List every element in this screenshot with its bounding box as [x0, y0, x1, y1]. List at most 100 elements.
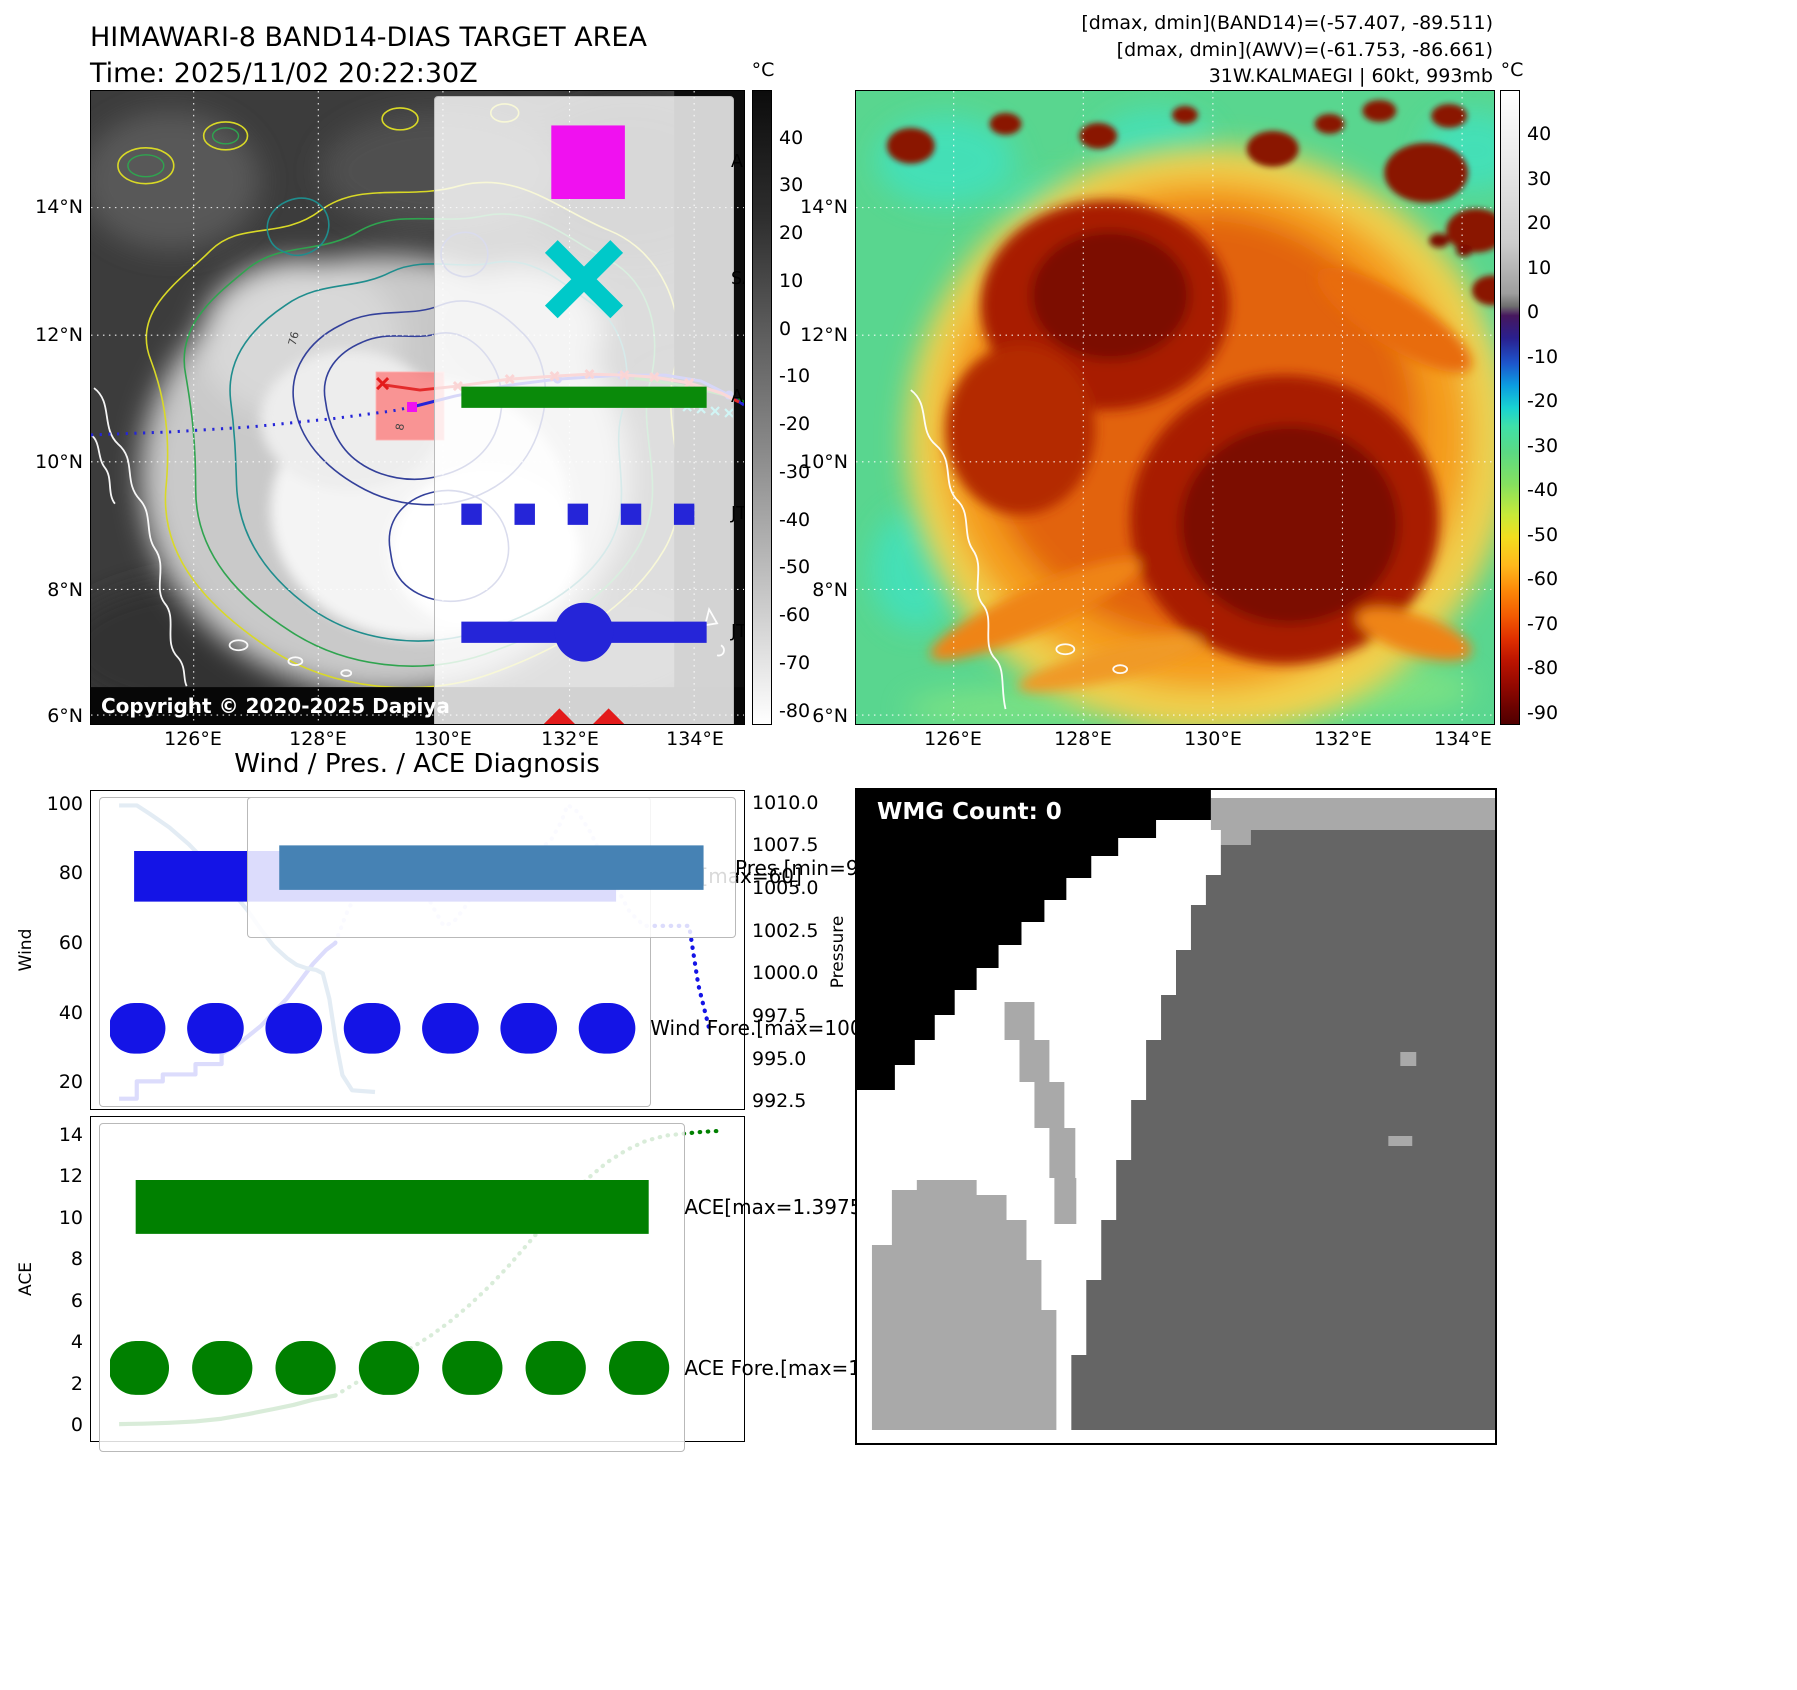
scattered-convection-blobs: [886, 99, 1494, 306]
wmg-silver-left-region: [871, 1180, 1057, 1430]
awv-colorbar-tick: -60: [1527, 568, 1559, 591]
wind-ytick: 40: [58, 1001, 83, 1024]
wmg-silver-pixel: [1400, 1052, 1417, 1066]
band14-colorbar-tick: 40: [779, 126, 804, 149]
band14-colorbar-tick: -40: [779, 508, 811, 531]
band14-ytick: 12°N: [35, 324, 83, 346]
awv-xtick: 128°E: [1054, 728, 1112, 750]
storm-id-intensity: 31W.KALMAEGI | 60kt, 993mb: [1208, 65, 1493, 88]
archer-square-icon: [551, 125, 625, 200]
awv-colorbar-tick: -20: [1527, 390, 1559, 413]
band14-colorbar: [752, 90, 772, 725]
band14-time: Time: 2025/11/02 20:22:30Z: [90, 57, 478, 89]
pressure-ytick: 992.5: [752, 1090, 807, 1113]
awv-ytick: 8°N: [812, 579, 848, 601]
band14-colorbar-tick: 20: [779, 222, 804, 245]
band14-xtick: 134°E: [666, 728, 724, 750]
awv-colorbar-tick: -10: [1527, 345, 1559, 368]
ace-ytick: 14: [58, 1123, 83, 1146]
legend-item-adt: ADT Tracks [1930Z 59.0 993.0]: [445, 340, 744, 454]
awv-colorbar-tick: -40: [1527, 479, 1559, 502]
band14-colorbar-tick: 30: [779, 174, 804, 197]
target-area-rect: [375, 371, 445, 441]
ace-ytick: 12: [58, 1165, 83, 1188]
awv-xtick: 126°E: [924, 728, 982, 750]
contour-label: 76: [286, 330, 302, 347]
awv-ytick: 14°N: [800, 196, 848, 218]
legend-item-jtwc-track: JTWC/NHC Tracks [02/1800Z]: [445, 575, 744, 689]
legend-label: SATCON Locations [1930Z 60 987]: [731, 269, 744, 290]
pressure-ytick: 1007.5: [752, 834, 819, 857]
awv-colorbar-tick: 10: [1527, 256, 1552, 279]
wind-ytick: 80: [58, 862, 83, 885]
storm-cold-cores: [930, 200, 1472, 692]
dmax-dmin-band14: [dmax, dmin](BAND14)=(-57.407, -89.511): [1081, 12, 1493, 34]
pressure-ytick: 1002.5: [752, 919, 819, 942]
legend-item-archer: ARCHER Locations [1911Z]: [445, 105, 744, 219]
satcon-x-icon: [544, 240, 624, 319]
band14-ytick: 6°N: [47, 705, 83, 727]
ace-ytick: 10: [58, 1206, 83, 1229]
band14-colorbar-tick: 0: [779, 317, 792, 340]
wind-ytick: 100: [46, 792, 83, 815]
legend-item-pressure: Pres.[min=993]: [258, 804, 892, 931]
legend-item-satcon: SATCON Locations [1930Z 60 987]: [445, 222, 744, 336]
wmg-black-region: [857, 790, 1211, 1090]
pressure-line-icon: [279, 845, 704, 890]
ace-forecast-dotted-icon: [110, 1340, 675, 1395]
awv-colorbar-tick: -90: [1527, 701, 1559, 724]
jtwc-forecast-line: [91, 405, 413, 437]
legend-label: Wind Fore.[max=100]: [650, 1015, 871, 1040]
adt-line-icon: [461, 386, 707, 408]
band14-map-panel: 76 8 ARCHER Locations [1911Z] SATCON Loc…: [90, 90, 745, 725]
legend-label: ARCHER Locations [1911Z]: [731, 151, 744, 172]
awv-colorbar-tick: -50: [1527, 523, 1559, 546]
awv-xtick: 130°E: [1184, 728, 1242, 750]
band14-colorbar-tick: -60: [779, 604, 811, 627]
wmg-silver-top-strip: [1210, 798, 1495, 845]
ace-ytick: 4: [70, 1331, 83, 1354]
wmg-mask-image: [857, 790, 1495, 1443]
legend-item-mesoscale: MESOSCALE/TARGET Location: [445, 692, 723, 724]
awv-ytick: 12°N: [800, 324, 848, 346]
wmg-bottom-strip: [857, 1432, 1495, 1443]
ace-ytick: 6: [70, 1289, 83, 1312]
coastline: [910, 389, 1129, 710]
awv-colorbar-tick: -80: [1527, 657, 1559, 680]
pressure-ytick: 1005.0: [752, 877, 819, 900]
band14-colorbar-tick: 10: [779, 269, 804, 292]
awv-ytick: 10°N: [800, 451, 848, 473]
awv-colorbar-tick: 20: [1527, 212, 1552, 235]
legend-label: ACE[max=1.3975]: [684, 1194, 871, 1219]
awv-ytick: 6°N: [812, 705, 848, 727]
band14-colorbar-unit: °C: [751, 59, 775, 81]
wind-forecast-dotted-icon: [110, 1002, 641, 1054]
awv-colorbar-tick: 40: [1527, 123, 1552, 146]
ace-ytick: 8: [70, 1248, 83, 1271]
archer-location-marker: [407, 402, 418, 412]
ace-legend: ACE[max=1.3975] ACE Fore.[max=14.2194]: [99, 1123, 939, 1452]
forecast-dotted-line-icon: [461, 504, 707, 526]
wmg-silver-band: [1004, 1002, 1077, 1224]
pressure-legend: Pres.[min=993]: [247, 797, 892, 939]
pressure-ytick: 997.5: [752, 1005, 807, 1028]
band14-colorbar-tick: -50: [779, 556, 811, 579]
band14-colorbar-tick: -70: [779, 651, 811, 674]
legend-item-ace: ACE[max=1.3975]: [110, 1130, 870, 1284]
ace-axis-label: ACE: [16, 1262, 36, 1296]
band14-ytick: 14°N: [35, 196, 83, 218]
band14-colorbar-tick: -20: [779, 413, 811, 436]
awv-colorbar-tick: -70: [1527, 612, 1559, 635]
ace-line-icon: [135, 1180, 649, 1234]
storm-header: [dmax, dmin](BAND14)=(-57.407, -89.511) …: [900, 10, 1493, 90]
legend-label: ADT Tracks [1930Z 59.0 993.0]: [731, 386, 744, 407]
coastline: [91, 387, 725, 687]
band14-xtick: 132°E: [541, 728, 599, 750]
band14-title-block: HIMAWARI-8 BAND14-DIAS TARGET AREA Time:…: [90, 20, 647, 91]
band14-legend: ARCHER Locations [1911Z] SATCON Location…: [434, 96, 744, 724]
pressure-ytick: 1000.0: [752, 962, 819, 985]
awv-xtick: 132°E: [1314, 728, 1372, 750]
band14-colorbar-tick: -80: [779, 699, 811, 722]
awv-colorbar-tick: 30: [1527, 167, 1552, 190]
